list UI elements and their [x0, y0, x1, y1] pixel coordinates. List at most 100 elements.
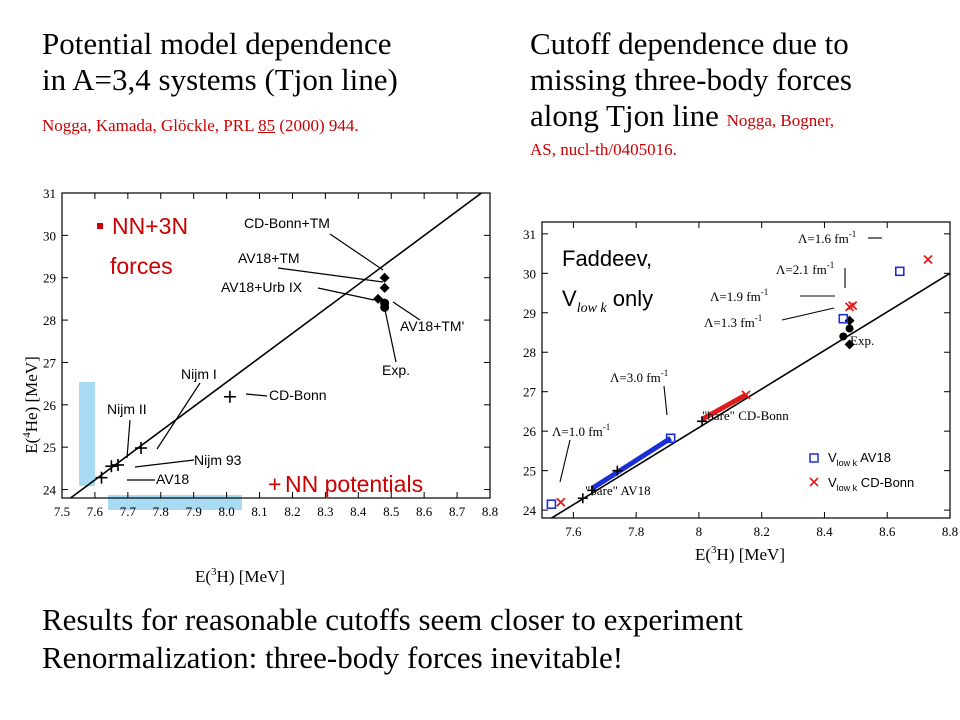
right-xtick-label: 8.8: [942, 524, 958, 539]
left-chart: 7.5 7.6 7.7 7.8 7.9 8.0 8.1 8.2 8.3 8.4 8.5 8.6 8.7 8…: [21, 186, 498, 586]
right-plot-area: 7.6 7.8 8 8.2 8.4 8.6 8.8 24 25 26 27 28 29 30 31: [523, 221, 958, 539]
label-right-exp: Exp.: [850, 333, 874, 348]
three-n-point-av18-tm: [379, 282, 390, 293]
conclusion-1: Results for reasonable cutoffs seem clos…: [42, 602, 744, 637]
label-av18-urb: AV18+Urb IX: [221, 279, 303, 295]
right-xtick-label: 8.6: [879, 524, 896, 539]
left-legend-3n-2: forces: [110, 253, 173, 279]
right-chart: 7.6 7.8 8 8.2 8.4 8.6 8.8 24 25 26 27 28 29 30 31 E(3H…: [523, 221, 958, 564]
arrow-cdbonn-tm: [329, 233, 384, 271]
vlowk-cdbonn-point-0: [556, 497, 566, 507]
right-ytick-label: 27: [523, 385, 537, 400]
left-xtick-label: 8.5: [383, 504, 399, 519]
vlowk-av18-point-3: [894, 266, 905, 277]
left-xtick-label: 7.7: [120, 504, 137, 519]
right-title-line1: Cutoff dependence due to: [530, 26, 849, 61]
label-cdbonn-tm: CD-Bonn+TM: [244, 215, 330, 231]
inset-line1: Faddeev,: [562, 246, 652, 271]
left-ytick-label: 25: [43, 440, 56, 455]
label-av18: AV18: [156, 471, 189, 487]
vlowk-av18-point-0: [546, 499, 557, 509]
bare-point-3: [697, 416, 708, 427]
left-title-line1: Potential model dependence: [42, 26, 392, 61]
left-xtick-label: 8.4: [350, 504, 367, 519]
lambda-19: Λ=1.9 fm-1: [710, 287, 768, 304]
left-xtick-label: 8.3: [317, 504, 333, 519]
left-title: Potential model dependence in A=3,4 syst…: [42, 26, 512, 98]
nn-point-nijm-i: [135, 442, 148, 455]
label-nijm93: Nijm 93: [194, 452, 242, 468]
left-citation: Nogga, Kamada, Glöckle, PRL 85 (2000) 94…: [42, 116, 359, 136]
right-xtick-label: 7.6: [565, 524, 582, 539]
left-cite-post: (2000) 944.: [275, 116, 359, 135]
left-xtick-label: 7.8: [153, 504, 169, 519]
right-tjon-line: [550, 272, 950, 518]
lambda-13: Λ=1.3 fm-1: [704, 313, 762, 330]
exp-point-2: [845, 324, 854, 333]
right-title: Cutoff dependence due to missing three-b…: [530, 26, 950, 161]
lambda-16: Λ=1.6 fm-1: [798, 229, 856, 246]
legend-cdbonn-marker: [809, 477, 819, 487]
right-ytick-label: 25: [523, 464, 536, 479]
arrow-nijm93: [134, 459, 195, 468]
nn-point-cd-bonn: [223, 390, 236, 403]
legend-av18-marker: [809, 453, 819, 463]
left-ylabel: E(4He) [MeV]: [21, 356, 41, 454]
arrow-l13: [781, 307, 835, 321]
left-xtick-label: 8.1: [251, 504, 267, 519]
left-xtick-label: 7.6: [87, 504, 104, 519]
right-xtick-label: 8.4: [816, 524, 833, 539]
three-n-point-cd-bonn-tm: [379, 272, 390, 283]
left-ytick-label: 24: [43, 483, 57, 498]
left-xtick-label: 7.5: [54, 504, 70, 519]
left-xtick-label: 8.8: [482, 504, 498, 519]
vlowk-cdbonn-point-4: [923, 254, 933, 265]
arrow-nijm1: [156, 382, 201, 450]
left-title-line2: in A=3,4 systems (Tjon line): [42, 62, 398, 97]
right-title-line3: along Tjon line: [530, 98, 719, 133]
left-tjon-line: [69, 193, 483, 498]
left-ytick-label: 28: [43, 313, 56, 328]
left-legend-plus: +: [268, 471, 281, 497]
three-n-point-exp-: [380, 302, 390, 312]
left-legend-3n: NN+3N: [112, 213, 188, 239]
label-av18-tmp: AV18+TM': [400, 318, 464, 334]
left-highlight-horizontal: [108, 495, 242, 510]
nn-point-nijm-ii: [105, 460, 118, 473]
left-legend-square: [97, 223, 103, 229]
left-xtick-label: 8.0: [218, 504, 234, 519]
left-xtick-label: 8.2: [284, 504, 300, 519]
left-xtick-label: 8.6: [416, 504, 433, 519]
inset-v: V: [562, 286, 577, 311]
inset-sub: low k: [577, 301, 608, 316]
inset-only: only: [607, 286, 653, 311]
arrow-exp: [384, 309, 397, 363]
bare-point-0: [577, 493, 588, 504]
right-xtick-label: 7.8: [628, 524, 644, 539]
exp-point-3: [844, 315, 855, 326]
exp-point-0: [839, 332, 848, 341]
lambda-30: Λ=3.0 fm-1: [610, 368, 668, 385]
left-xlabel: E(3H) [MeV]: [195, 566, 285, 586]
left-plot-area: 7.5 7.6 7.7 7.8 7.9 8.0 8.1 8.2 8.3 8.4 8.5 8.6 8.7 8…: [43, 186, 498, 519]
left-xtick-label: 8.7: [449, 504, 466, 519]
label-bare-cdbonn: "bare" CD-Bonn: [702, 408, 789, 423]
arrow-cdbonn: [245, 393, 268, 397]
vlowk-cdbonn-point-1: [741, 390, 751, 400]
left-xtick-label: 7.9: [186, 504, 202, 519]
right-xlabel: E(3H) [MeV]: [695, 544, 785, 564]
right-xtick-label: 8.2: [754, 524, 770, 539]
right-title-line2: missing three-body forces: [530, 62, 852, 97]
label-nijm1: Nijm I: [181, 366, 217, 382]
arrow-av18-tmp: [392, 301, 421, 321]
left-ytick-label: 26: [43, 398, 57, 413]
right-ytick-label: 26: [523, 424, 537, 439]
nn-point-nijm-93: [111, 458, 124, 471]
bare-point-2: [612, 465, 623, 476]
right-ytick-label: 30: [523, 266, 536, 281]
right-cite-a: Nogga, Bogner,: [726, 111, 835, 130]
arrow-l10: [559, 439, 571, 483]
bare-point-1: [587, 485, 598, 496]
vlowk-cdbonn-point-3: [848, 301, 858, 311]
arrow-l30: [663, 385, 668, 416]
